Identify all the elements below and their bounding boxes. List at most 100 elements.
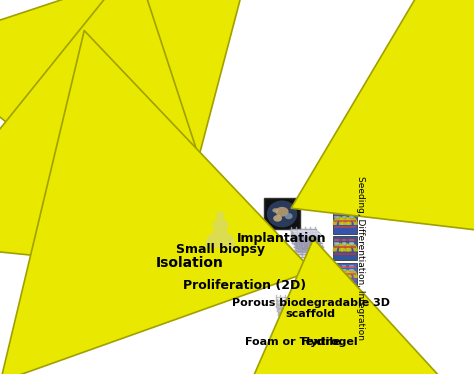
Bar: [278, 308, 302, 309]
Bar: [282, 303, 283, 316]
Bar: [295, 323, 296, 335]
Text: Implantation: Implantation: [237, 232, 327, 245]
Ellipse shape: [185, 251, 193, 257]
Bar: [300, 303, 301, 316]
Ellipse shape: [244, 266, 246, 267]
Bar: [317, 231, 318, 244]
Ellipse shape: [244, 273, 246, 274]
Bar: [296, 227, 297, 240]
Bar: [276, 300, 300, 301]
Ellipse shape: [237, 272, 239, 273]
Ellipse shape: [321, 309, 324, 312]
Bar: [296, 251, 323, 252]
Ellipse shape: [335, 318, 337, 320]
Ellipse shape: [275, 207, 289, 217]
Bar: [281, 319, 282, 331]
Ellipse shape: [248, 262, 250, 263]
Bar: [299, 319, 300, 331]
Bar: [280, 323, 305, 324]
Bar: [282, 331, 306, 332]
Ellipse shape: [236, 267, 237, 268]
Bar: [295, 238, 296, 251]
Bar: [295, 242, 321, 243]
Bar: [283, 307, 284, 319]
Ellipse shape: [248, 272, 250, 273]
Text: Seeding, Differentiation, Integration: Seeding, Differentiation, Integration: [356, 176, 365, 340]
Ellipse shape: [319, 322, 321, 325]
Ellipse shape: [236, 267, 237, 268]
Bar: [342, 242, 346, 245]
Ellipse shape: [256, 262, 257, 263]
Ellipse shape: [222, 241, 232, 253]
Bar: [297, 311, 298, 324]
Bar: [298, 245, 299, 258]
Ellipse shape: [326, 304, 328, 306]
Ellipse shape: [327, 321, 329, 324]
Ellipse shape: [331, 321, 334, 323]
Bar: [311, 231, 312, 244]
Ellipse shape: [249, 267, 251, 268]
Ellipse shape: [228, 262, 230, 263]
Bar: [300, 323, 301, 335]
Bar: [291, 232, 318, 233]
Bar: [276, 297, 300, 298]
Ellipse shape: [237, 261, 239, 263]
Bar: [349, 265, 354, 268]
Ellipse shape: [180, 255, 188, 261]
Bar: [305, 227, 306, 240]
Bar: [299, 299, 300, 312]
Ellipse shape: [185, 245, 187, 246]
Ellipse shape: [246, 271, 247, 272]
Ellipse shape: [183, 244, 191, 250]
Bar: [291, 237, 318, 238]
Text: Small biopsy: Small biopsy: [176, 243, 264, 256]
Bar: [293, 234, 294, 248]
Bar: [334, 265, 338, 268]
Ellipse shape: [228, 270, 229, 271]
Ellipse shape: [241, 272, 243, 273]
Bar: [318, 234, 319, 248]
Ellipse shape: [224, 263, 226, 264]
Bar: [293, 244, 320, 245]
Bar: [279, 315, 303, 316]
Bar: [280, 315, 281, 328]
Ellipse shape: [181, 256, 183, 258]
Bar: [342, 269, 346, 272]
Ellipse shape: [327, 310, 329, 312]
Bar: [312, 245, 313, 258]
Bar: [300, 238, 301, 251]
Bar: [292, 231, 293, 244]
Ellipse shape: [242, 264, 244, 265]
Bar: [307, 231, 308, 244]
Bar: [301, 311, 302, 324]
Bar: [280, 295, 281, 307]
Ellipse shape: [258, 263, 259, 264]
Bar: [286, 303, 287, 316]
Bar: [292, 240, 319, 241]
Bar: [319, 238, 320, 251]
Ellipse shape: [266, 200, 298, 228]
Bar: [322, 245, 323, 258]
Bar: [288, 311, 289, 324]
Ellipse shape: [233, 267, 235, 268]
Bar: [302, 245, 303, 258]
Bar: [280, 317, 305, 318]
Bar: [342, 212, 346, 215]
Ellipse shape: [234, 273, 236, 274]
Bar: [276, 303, 300, 304]
Bar: [282, 323, 283, 335]
Bar: [296, 243, 323, 244]
Ellipse shape: [265, 264, 267, 265]
Ellipse shape: [330, 325, 332, 327]
Bar: [293, 246, 320, 248]
Bar: [334, 216, 338, 218]
Bar: [278, 305, 302, 306]
Bar: [280, 327, 305, 328]
Bar: [296, 248, 323, 249]
Text: Porous biodegradable 3D
scaffold: Porous biodegradable 3D scaffold: [232, 298, 390, 319]
Bar: [279, 319, 304, 321]
Ellipse shape: [241, 270, 242, 271]
Bar: [276, 295, 277, 307]
Ellipse shape: [251, 264, 253, 265]
Ellipse shape: [251, 270, 253, 271]
